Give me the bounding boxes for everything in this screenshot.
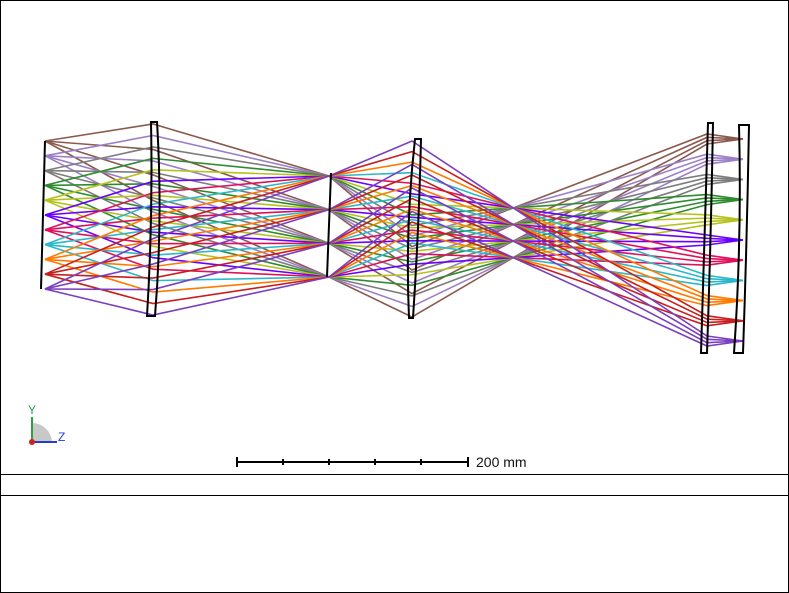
- ray-trace: [44, 229, 744, 278]
- scale-bar: [236, 457, 469, 467]
- ray-trace: [44, 146, 744, 227]
- status-bar: [1, 475, 788, 495]
- ray-trace: [44, 184, 744, 302]
- ray-trace: [44, 214, 744, 245]
- ray-trace: [44, 161, 744, 302]
- ray-trace: [44, 184, 744, 287]
- ray-trace: [44, 171, 744, 282]
- ray-trace: [44, 140, 744, 342]
- z-axis-label: Z: [58, 430, 65, 444]
- lens-elements: [40, 121, 751, 354]
- ray-trace: [44, 169, 744, 250]
- ray-trace: [44, 163, 744, 342]
- info-panel: [1, 496, 788, 592]
- y-axis-label: Y: [28, 403, 36, 417]
- ray-trace: [44, 199, 744, 253]
- ray-trace: [44, 169, 744, 297]
- ray-trace: [44, 231, 744, 307]
- object-plane: [40, 140, 46, 290]
- ray-trace: [44, 194, 744, 229]
- layout-viewport[interactable]: Y Z 200 mm: [1, 1, 788, 474]
- ray-trace: [44, 214, 744, 278]
- ray-trace: [44, 169, 744, 221]
- aperture-stop: [326, 172, 332, 278]
- ray-trace: [44, 169, 744, 274]
- ray-trace: [44, 205, 744, 241]
- ray-trace: [44, 187, 744, 344]
- ray-trace: [44, 183, 744, 240]
- ray-trace: [44, 218, 744, 283]
- lens-1: [145, 121, 161, 317]
- axis-origin: [29, 439, 35, 445]
- ray-trace: [44, 242, 744, 287]
- ray-trace: [44, 174, 744, 322]
- lens-2: [406, 138, 423, 319]
- scale-bar-label: 200 mm: [476, 454, 527, 470]
- ray-trace: [44, 150, 744, 322]
- ray-trace: [44, 175, 744, 261]
- ray-trace: [44, 175, 744, 241]
- panel-divider: [0, 495, 789, 496]
- axis-triad: Y Z: [28, 403, 65, 445]
- panel-divider: [0, 474, 789, 475]
- ray-trace: [44, 205, 744, 261]
- ray-trace: [44, 210, 744, 347]
- ray-trace: [44, 197, 744, 324]
- ray-trace: [44, 199, 744, 278]
- axis-quadrant: [32, 422, 52, 442]
- ray-trace: [44, 157, 744, 216]
- lens-4: [732, 124, 751, 354]
- ray-trace: [44, 221, 744, 327]
- ray-trace: [44, 229, 744, 263]
- ray-trace: [44, 184, 744, 263]
- lens-3: [699, 122, 715, 354]
- ray-trace: [44, 208, 744, 304]
- ray-trace: [44, 195, 744, 282]
